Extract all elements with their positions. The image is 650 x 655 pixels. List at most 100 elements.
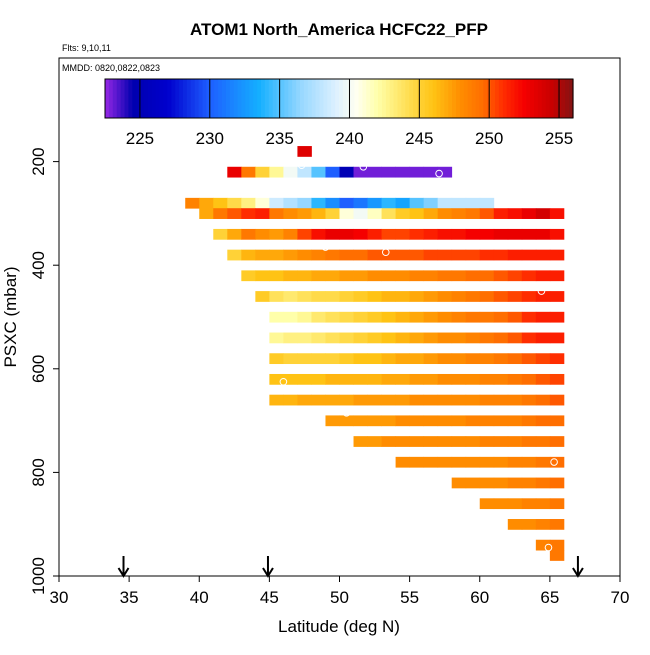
colorbar-segment: [331, 79, 336, 118]
colorbar-segment: [463, 79, 469, 118]
colorbar-segment: [452, 79, 457, 118]
heatmap-cell: [451, 228, 467, 240]
heatmap-cell: [311, 228, 326, 240]
heatmap-cell: [437, 332, 453, 344]
heatmap-cell: [269, 228, 284, 240]
heatmap-cell: [367, 332, 382, 344]
sample-point: [537, 287, 546, 295]
heatmap-cell: [549, 415, 565, 427]
colorbar-segment: [206, 79, 211, 118]
heatmap-cell: [353, 270, 368, 282]
heatmap-cell: [535, 519, 551, 530]
heatmap-cell: [269, 332, 284, 344]
heatmap-cell: [395, 166, 411, 178]
heatmap-cell: [283, 270, 298, 282]
sample-point: [381, 248, 390, 257]
heatmap-cell: [395, 436, 411, 447]
colorbar-segment: [280, 79, 285, 118]
heatmap-cell: [465, 415, 481, 427]
colorbar-segment: [444, 79, 449, 118]
heatmap-cell: [367, 415, 382, 427]
colorbar-tick-label: 235: [265, 129, 293, 148]
heatmap-cell: [367, 394, 382, 406]
sample-point: [525, 240, 533, 249]
heatmap-cell: [521, 208, 537, 219]
sample-point: [321, 243, 330, 251]
heatmap-cell: [227, 197, 242, 209]
heatmap-cell: [479, 394, 495, 406]
heatmap-cell: [521, 456, 537, 468]
heatmap-cell: [353, 436, 368, 447]
heatmap-cell: [325, 249, 340, 261]
colorbar-segment: [522, 79, 527, 118]
heatmap-cell: [479, 415, 495, 427]
heatmap-cell: [437, 373, 453, 385]
heatmap-cell: [297, 166, 312, 178]
heatmap-cell: [339, 394, 354, 406]
heatmap-cell: [381, 415, 396, 427]
heatmap-cell: [423, 249, 439, 261]
heatmap-cell: [437, 166, 453, 178]
heatmap-cell: [395, 208, 411, 219]
heatmap-cell: [325, 228, 340, 240]
heatmap-cell: [465, 208, 481, 219]
flights-label: Flts: 9,10,11: [62, 43, 111, 53]
heatmap-cell: [283, 197, 298, 209]
x-axis: 30 35 40 45 50 55 60 65 70: [50, 576, 629, 607]
colorbar-segment: [140, 79, 145, 118]
heatmap-cell: [395, 394, 411, 406]
heatmap-cell: [521, 228, 537, 240]
colorbar-segment: [518, 79, 523, 118]
heatmap-cell: [395, 249, 411, 261]
heatmap-cell: [479, 477, 495, 489]
colorbar-segment: [424, 79, 430, 118]
x-tick-label: 40: [190, 588, 209, 607]
heatmap-cell: [437, 208, 453, 219]
colorbar-tick-label: 245: [405, 129, 433, 148]
sample-point: [342, 409, 351, 417]
heatmap-cell: [395, 373, 411, 385]
colorbar-segment: [300, 79, 305, 118]
colorbar-segment: [186, 79, 192, 118]
colorbar-segment: [327, 79, 332, 118]
heatmap-cell: [311, 270, 326, 282]
heatmap-cell: [199, 197, 214, 209]
heatmap-cell: [255, 166, 270, 178]
heatmap-cell: [297, 332, 312, 344]
y-tick-label: 800: [29, 458, 48, 486]
heatmap-cell: [283, 249, 298, 261]
heatmap-cell: [479, 291, 495, 302]
heatmap-cell: [423, 436, 439, 447]
heatmap-cell: [479, 498, 495, 510]
heatmap-cell: [535, 539, 551, 551]
heatmap-cell: [353, 197, 368, 209]
heatmap-cell: [479, 456, 495, 468]
heatmap-cell: [297, 394, 312, 406]
heatmap-cell: [353, 332, 368, 344]
y-axis-label: PSXC (mbar): [1, 266, 20, 367]
heatmap-cell: [535, 228, 551, 240]
sample-point: [297, 161, 306, 170]
heatmap-cell: [549, 270, 565, 282]
heatmap-cell: [283, 311, 298, 323]
heatmap-cell: [311, 394, 326, 406]
heatmap-cell: [395, 456, 411, 468]
colorbar-segment: [144, 79, 149, 118]
colorbar-segment: [339, 79, 344, 118]
heatmap-cell: [451, 373, 467, 385]
colorbar-segment: [541, 79, 547, 118]
colorbar-tick-label: 250: [475, 129, 503, 148]
x-tick-label: 60: [470, 588, 489, 607]
heatmap-cell: [521, 477, 537, 489]
heatmap-cell: [367, 249, 382, 261]
heatmap-cells: [185, 146, 565, 561]
x-tick-label: 30: [50, 588, 69, 607]
colorbar-segment: [502, 79, 508, 118]
heatmap-cell: [549, 550, 565, 561]
colorbar-segment: [171, 79, 176, 118]
heatmap-cell: [353, 353, 368, 365]
heatmap-cell: [367, 291, 382, 302]
heatmap-cell: [283, 228, 298, 240]
heatmap-cell: [325, 373, 340, 385]
heatmap-cell: [437, 436, 453, 447]
